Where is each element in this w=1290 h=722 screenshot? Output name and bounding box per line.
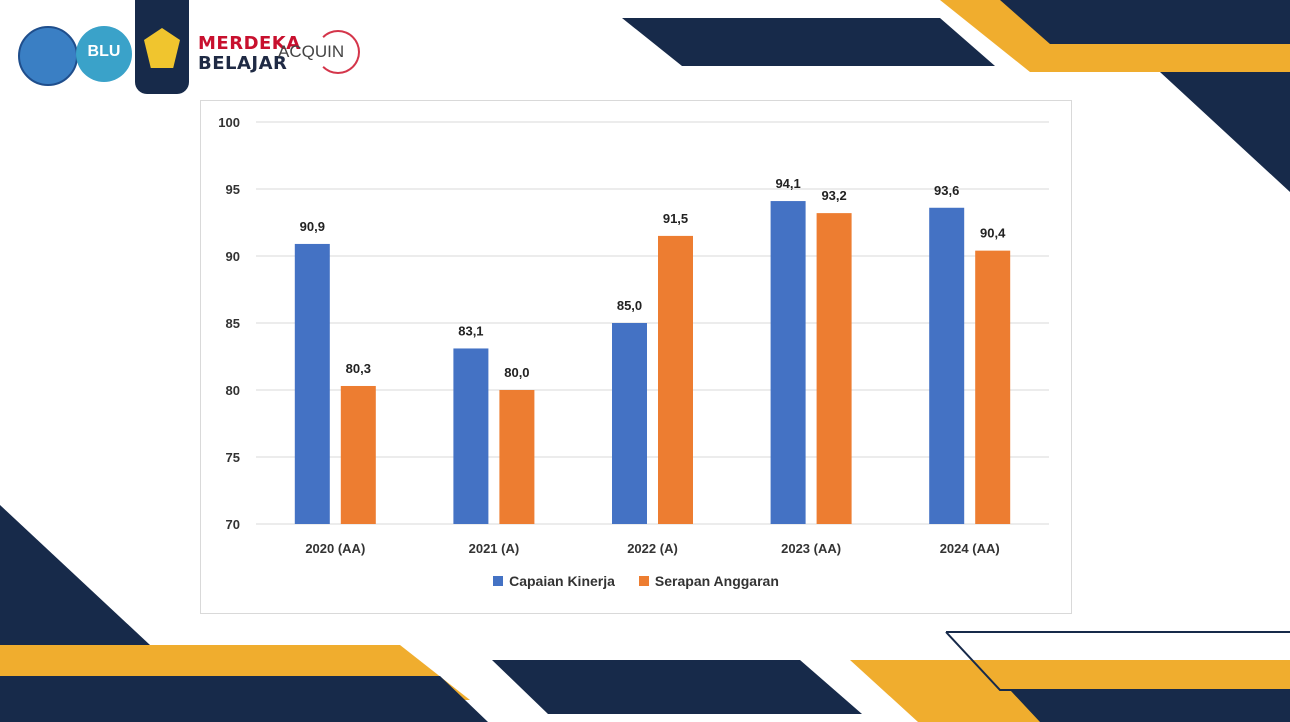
university-badge-icon: [135, 0, 189, 94]
bar: [658, 235, 693, 524]
bar: [816, 213, 852, 524]
legend-label-serapan: Serapan Anggaran: [654, 573, 779, 589]
bar-chart: 70 75 80 85 90 95 100 90,9 80,3 2020 (AA) 83,1 80,0…: [218, 115, 1049, 556]
data-label: 85,0: [617, 298, 642, 313]
x-tick-label: 2024 (AA): [940, 541, 1000, 556]
bottom-left-navy-triangle: [0, 505, 150, 645]
y-tick-label: 70: [226, 517, 240, 532]
y-tick-label: 85: [226, 316, 240, 331]
data-label: 90,4: [980, 226, 1006, 241]
university-emblem-icon: [144, 28, 180, 68]
legend-label-capaian: Capaian Kinerja: [509, 573, 615, 589]
legend-swatch-capaian: [493, 576, 504, 586]
bottom-right-navy: [1010, 690, 1290, 722]
data-label: 80,3: [346, 361, 371, 376]
top-navy-right: [1000, 0, 1290, 44]
y-tick-label: 100: [218, 115, 240, 130]
bar: [453, 348, 489, 524]
top-navy-band: [622, 18, 995, 66]
merdeka-logo: MERDEKA BELAJAR: [198, 34, 301, 74]
y-tick-label: 80: [226, 383, 240, 398]
data-label: 80,0: [504, 365, 529, 380]
x-tick-label: 2022 (A): [627, 541, 678, 556]
acquin-ring-icon: [316, 30, 360, 74]
chart-legend: Capaian Kinerja Serapan Anggaran: [201, 573, 1071, 589]
legend-item-capaian: Capaian Kinerja: [493, 573, 615, 589]
bar: [929, 207, 965, 524]
data-label: 93,6: [934, 183, 959, 198]
data-label: 93,2: [821, 188, 846, 203]
y-tick-label: 90: [226, 249, 240, 264]
right-navy-wedge: [1160, 72, 1290, 192]
x-tick-label: 2021 (A): [469, 541, 520, 556]
blu-logo-icon: BLU: [76, 26, 132, 82]
merdeka-line2: BELAJAR: [198, 53, 288, 74]
bar: [770, 201, 806, 524]
bar: [499, 390, 535, 524]
data-label: 83,1: [458, 323, 483, 338]
ministry-logo-icon: [18, 26, 78, 86]
x-tick-label: 2020 (AA): [305, 541, 365, 556]
bar: [340, 385, 376, 524]
y-tick-label: 95: [226, 182, 240, 197]
data-label: 91,5: [663, 211, 688, 226]
y-tick-label: 75: [226, 450, 240, 465]
legend-swatch-serapan: [638, 576, 649, 586]
x-tick-label: 2023 (AA): [781, 541, 841, 556]
bar: [975, 250, 1011, 524]
legend-item-serapan: Serapan Anggaran: [638, 573, 779, 589]
bottom-navy-band: [0, 676, 488, 722]
data-label: 94,1: [775, 176, 800, 191]
merdeka-line1: MERDEKA: [198, 33, 301, 54]
bar: [294, 243, 330, 524]
bottom-center-navy: [492, 660, 862, 714]
bar: [612, 323, 647, 524]
data-label: 90,9: [300, 219, 325, 234]
chart-card: 70 75 80 85 90 95 100 90,9 80,3 2020 (AA) 83,1 80,0…: [200, 100, 1072, 614]
blu-logo-text: BLU: [87, 43, 121, 60]
